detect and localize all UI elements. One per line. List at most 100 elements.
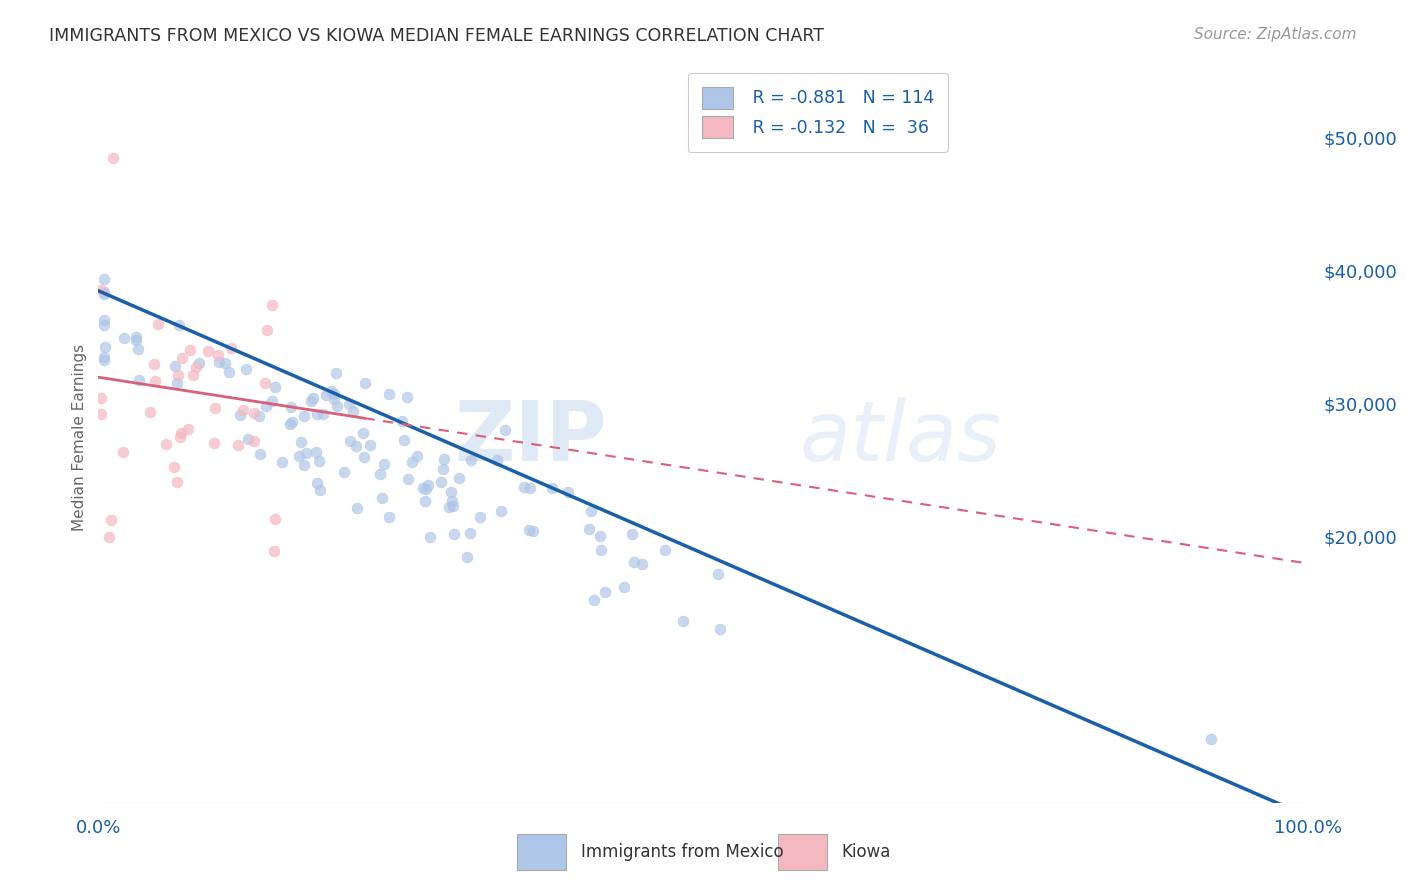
Point: [163, 460, 186, 475]
Point: [93, 286, 115, 301]
Point: [706, 567, 728, 582]
Point: [344, 439, 367, 453]
Point: [352, 425, 374, 440]
Point: [395, 390, 418, 404]
Point: [557, 485, 579, 500]
Point: [412, 481, 434, 495]
Point: [342, 404, 364, 418]
Point: [235, 362, 257, 376]
Point: [468, 510, 491, 524]
Point: [458, 526, 481, 541]
Text: atlas: atlas: [800, 397, 1001, 477]
Text: Kiowa: Kiowa: [841, 843, 891, 861]
Point: [456, 549, 478, 564]
Point: [229, 409, 252, 423]
Point: [413, 493, 436, 508]
Point: [312, 408, 335, 422]
Point: [169, 426, 191, 441]
Point: [271, 455, 294, 469]
Point: [579, 504, 602, 518]
Point: [166, 475, 188, 489]
Point: [128, 372, 150, 386]
Point: [111, 445, 134, 459]
Point: [292, 409, 315, 423]
Point: [370, 467, 392, 482]
Point: [288, 449, 311, 463]
Point: [353, 450, 375, 465]
Point: [208, 355, 231, 369]
Point: [125, 330, 148, 344]
Point: [583, 593, 606, 607]
Point: [430, 475, 453, 489]
Point: [377, 510, 399, 524]
Point: [166, 376, 188, 391]
Point: [443, 527, 465, 541]
Point: [378, 386, 401, 401]
Point: [236, 432, 259, 446]
Point: [93, 350, 115, 364]
Point: [260, 298, 283, 312]
Point: [460, 453, 482, 467]
Point: [485, 453, 508, 467]
Point: [494, 423, 516, 437]
Point: [125, 333, 148, 347]
Point: [179, 343, 201, 358]
Point: [440, 484, 463, 499]
Point: [405, 449, 427, 463]
Point: [90, 391, 112, 405]
Point: [447, 471, 470, 485]
Point: [169, 429, 191, 443]
Point: [167, 368, 190, 382]
Point: [165, 359, 187, 373]
Point: [519, 523, 541, 537]
Point: [631, 558, 654, 572]
Point: [93, 313, 115, 327]
Point: [322, 392, 344, 406]
Point: [177, 422, 200, 436]
Point: [202, 435, 225, 450]
Point: [93, 318, 115, 333]
Point: [307, 407, 329, 421]
Point: [654, 543, 676, 558]
Point: [93, 285, 115, 299]
Point: [332, 465, 354, 479]
Point: [264, 379, 287, 393]
Point: [155, 437, 177, 451]
Point: [513, 480, 536, 494]
Point: [315, 388, 337, 402]
Point: [114, 331, 136, 345]
Point: [93, 272, 115, 286]
Point: [578, 523, 600, 537]
Point: [299, 394, 322, 409]
Point: [139, 405, 162, 419]
Legend:  R = -0.881   N = 114,  R = -0.132   N =  36: R = -0.881 N = 114, R = -0.132 N = 36: [688, 73, 948, 152]
Point: [418, 478, 440, 492]
Point: [489, 504, 512, 518]
FancyBboxPatch shape: [778, 834, 827, 870]
Point: [325, 366, 347, 380]
Point: [247, 409, 270, 423]
Point: [204, 401, 226, 415]
Point: [214, 356, 236, 370]
Point: [432, 462, 454, 476]
Point: [401, 455, 423, 469]
Point: [307, 475, 329, 490]
Point: [263, 543, 285, 558]
Point: [243, 434, 266, 449]
Text: Source: ZipAtlas.com: Source: ZipAtlas.com: [1194, 27, 1357, 42]
Point: [709, 622, 731, 636]
Point: [101, 151, 124, 165]
Point: [337, 397, 360, 411]
Point: [90, 283, 112, 297]
Point: [339, 434, 361, 448]
Point: [308, 454, 330, 468]
Point: [373, 457, 395, 471]
Point: [295, 445, 318, 459]
Point: [319, 384, 342, 398]
Point: [197, 343, 219, 358]
Point: [100, 513, 122, 527]
Point: [184, 359, 207, 374]
Point: [260, 393, 283, 408]
Point: [519, 481, 541, 495]
Point: [256, 323, 278, 337]
